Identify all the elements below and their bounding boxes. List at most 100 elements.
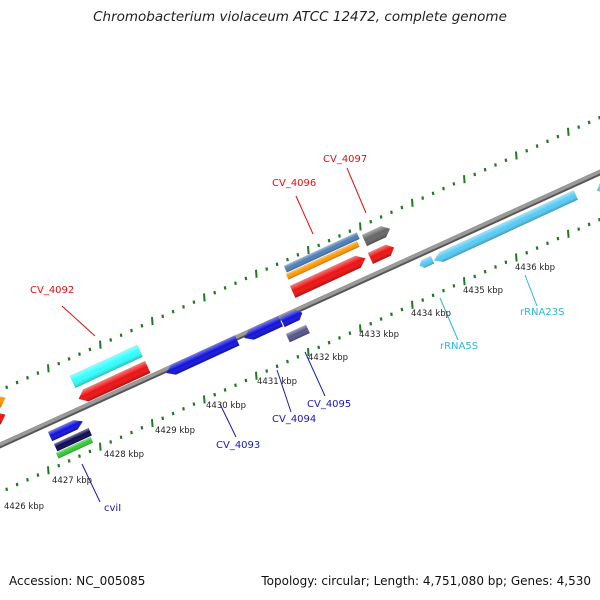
cds-cv4095-b[interactable] <box>285 324 311 343</box>
leader-rrna23s <box>524 274 538 307</box>
lower-tick <box>525 250 529 255</box>
upper-tick <box>130 328 133 333</box>
leader-cv4096 <box>295 195 314 235</box>
label-rrna23s: rRNA23S <box>520 307 564 318</box>
upper-tick <box>348 229 352 233</box>
cds-cvil-navy[interactable] <box>53 427 93 452</box>
lower-tick <box>431 293 435 298</box>
cds-cv4096-red[interactable] <box>289 252 368 299</box>
leader-cv4095 <box>304 351 326 397</box>
label-cv4094: CV_4094 <box>272 414 316 425</box>
lower-tick <box>244 378 248 383</box>
tick-label-4431: 4431 kbp <box>257 377 297 387</box>
upper-tick <box>307 246 310 255</box>
upper-tick <box>359 222 362 231</box>
upper-tick <box>338 234 341 238</box>
lower-tick <box>515 253 518 262</box>
upper-tick <box>36 371 40 375</box>
cds-cv4095[interactable] <box>279 308 305 328</box>
upper-tick <box>119 333 123 338</box>
upper-tick <box>99 340 102 349</box>
upper-tick <box>47 364 50 373</box>
tick-label-4435: 4435 kbp <box>463 286 503 296</box>
upper-tick <box>431 191 435 196</box>
upper-tick <box>400 205 404 210</box>
tick-label-4436: 4436 kbp <box>515 263 555 273</box>
lower-tick <box>275 364 279 369</box>
upper-tick <box>15 380 19 385</box>
tick-label-4427: 4427 kbp <box>52 476 92 486</box>
upper-tick <box>57 361 61 366</box>
leader-cv4093 <box>219 403 237 438</box>
upper-tick <box>275 262 279 267</box>
cds-left-orange[interactable] <box>0 392 8 420</box>
rrna5s-bar[interactable] <box>418 255 435 269</box>
cds-cvil-blue[interactable] <box>47 417 85 442</box>
lower-tick <box>151 418 154 428</box>
tick-label-4434: 4434 kbp <box>411 309 451 319</box>
lower-tick <box>119 435 123 440</box>
label-cv4096: CV_4096 <box>272 178 316 189</box>
lower-tick <box>452 284 456 288</box>
upper-tick <box>203 293 206 302</box>
upper-tick <box>223 286 227 290</box>
upper-tick <box>109 338 113 342</box>
cds-cv4094[interactable] <box>242 315 284 343</box>
cds-cv4097-red[interactable] <box>367 242 397 265</box>
cds-cv4092-red[interactable] <box>76 360 151 405</box>
upper-tick <box>244 276 248 281</box>
lower-tick <box>109 440 113 444</box>
upper-tick <box>67 357 71 361</box>
upper-tick <box>587 120 591 125</box>
leader-cv4092 <box>61 305 96 337</box>
accession-text: Accession: NC_005085 <box>9 574 146 588</box>
cds-cvil-green[interactable] <box>55 436 94 459</box>
upper-tick <box>234 281 237 286</box>
rrna23s-bar[interactable] <box>432 190 579 266</box>
upper-tick <box>78 352 81 356</box>
lower-tick <box>359 324 362 333</box>
lower-tick <box>213 392 217 397</box>
upper-tick <box>379 215 383 219</box>
leader-cv4097 <box>346 167 367 214</box>
lower-tick <box>483 269 487 274</box>
cds-left-red[interactable] <box>0 409 8 437</box>
cds-cv4093[interactable] <box>164 335 240 378</box>
cds-cv4092-cyan[interactable] <box>69 344 143 389</box>
upper-tick <box>213 290 217 295</box>
lower-tick <box>348 331 352 335</box>
upper-tick <box>473 172 477 177</box>
upper-tick <box>140 323 144 328</box>
upper-tick <box>317 243 321 248</box>
lower-tick <box>99 442 102 451</box>
tick-label-4430: 4430 kbp <box>206 401 246 411</box>
upper-tick <box>546 139 549 144</box>
lower-tick <box>442 288 445 293</box>
upper-tick <box>255 269 258 278</box>
lower-tick <box>411 300 414 309</box>
rrna-edge-bar[interactable] <box>595 177 600 195</box>
lower-tick <box>390 312 393 317</box>
cds-cv4096-orange[interactable] <box>285 240 360 280</box>
label-cv4095: CV_4095 <box>307 399 351 410</box>
lower-tick <box>317 345 321 350</box>
lower-tick <box>577 227 581 231</box>
topology-text: Topology: circular; Length: 4,751,080 bp… <box>261 574 591 588</box>
cds-cv4096-steel[interactable] <box>283 232 360 273</box>
lower-tick <box>338 336 341 340</box>
lower-tick <box>421 298 425 302</box>
lower-tick <box>203 395 206 404</box>
label-rrna5s: rRNA5S <box>440 341 478 352</box>
lower-tick <box>494 265 497 269</box>
lower-tick <box>400 307 404 312</box>
upper-tick <box>421 196 425 200</box>
upper-tick <box>483 167 487 172</box>
lower-tick <box>265 369 269 373</box>
tick-label-4433: 4433 kbp <box>359 330 399 340</box>
label-cv4092: CV_4092 <box>30 285 74 296</box>
lower-tick <box>504 260 508 265</box>
cds-cv4097-gray[interactable] <box>361 223 392 247</box>
lower-tick <box>286 359 289 364</box>
lower-tick <box>556 236 560 241</box>
